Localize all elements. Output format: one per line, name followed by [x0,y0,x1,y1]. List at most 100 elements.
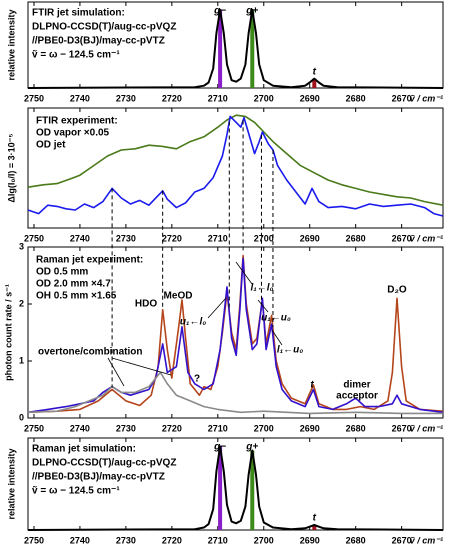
annotation: HDO [135,299,157,310]
x-tick-label: 2670 [392,535,412,545]
x-tick-label: 2700 [254,233,274,243]
plot-frame [27,246,444,419]
x-tick-label: 2750 [24,423,44,433]
title-line: DLPNO-CCSD(T)/aug-cc-pVQZ [32,22,176,33]
stick [312,78,317,88]
title-line: Raman jet simulation: [32,444,136,455]
title-line: DLPNO-CCSD(T)/aug-cc-pVQZ [32,458,176,469]
annotation: acceptor [336,391,378,402]
legend-entry: OD vapor ×0.05 [36,128,110,139]
y-axis-label: relative intensity [6,448,16,519]
x-axis-label: ṽ / cm⁻¹ [410,233,443,243]
pointer [271,329,283,346]
pointer [257,299,269,313]
annotation: u₁←l₀ [180,317,206,328]
annotation: l₁←u₀ [277,345,303,356]
x-tick-label: 2670 [392,93,412,103]
x-tick-label: 2690 [300,535,320,545]
spectrum-line [27,115,444,217]
x-tick-label: 2680 [346,535,366,545]
legend-entry: OH 0.5 mm ×1.65 [36,291,117,302]
legend-title: FTIR experiment: [36,116,118,127]
x-tick-label: 2700 [254,535,274,545]
stick-label: g+ [245,442,258,453]
x-axis-label: ṽ / cm⁻¹ [410,423,443,433]
stick [218,446,223,530]
plot-frame [27,107,444,229]
x-tick-label: 2680 [346,423,366,433]
x-tick-label: 2710 [208,423,228,433]
spectrum-line [27,371,443,415]
x-tick-label: 2720 [162,93,182,103]
pointer [235,261,253,285]
title-line: //PBE0-D3(BJ)/may-cc-pVTZ [32,472,165,483]
x-tick-label: 2750 [24,535,44,545]
x-tick-label: 2720 [162,423,182,433]
x-tick-label: 2730 [116,233,136,243]
x-tick-label: 2710 [208,93,228,103]
stick-label: t [313,66,317,77]
spectrum-line [27,445,444,531]
x-tick-label: 2730 [116,423,136,433]
x-tick-label: 2680 [346,93,366,103]
x-tick-label: 2740 [70,233,90,243]
x-tick-label: 2740 [70,93,90,103]
annotation: ? [194,374,200,385]
legend-entry: OD 2.0 mm ×4.7 [36,279,111,290]
x-tick-label: 2720 [162,535,182,545]
y-tick-label: 1 [19,355,24,365]
title-line: FTIR jet simulation: [32,8,125,19]
x-tick-label: 2710 [208,535,228,545]
x-axis-label: ṽ / cm⁻¹ [410,93,443,103]
x-tick-label: 2710 [208,233,228,243]
y-tick-label: 3 [19,241,24,251]
annotation: dimer [343,380,370,391]
stick-label: t [313,513,317,524]
x-tick-label: 2690 [300,423,320,433]
pointer [207,297,227,319]
legend-title: Raman jet experiment: [36,255,143,266]
title-line: ṽ = ω − 124.5 cm⁻¹ [32,50,120,61]
stick [250,450,255,530]
annotation: t [310,380,314,391]
annotation: u₁←u₀ [261,313,291,324]
x-tick-label: 2750 [24,93,44,103]
y-tick-label: 2 [19,298,24,308]
stick [218,9,223,88]
annotation: l₁←l₀ [250,283,273,294]
annotation: D₂O [387,285,407,296]
plot-frame [27,437,444,531]
x-tick-label: 2680 [346,233,366,243]
x-tick-label: 2690 [300,93,320,103]
spectrum-line [27,114,444,206]
x-tick-label: 2700 [254,93,274,103]
stick [250,9,255,88]
y-axis-label: photon count rate / s⁻¹ [3,284,13,381]
x-tick-label: 2690 [300,233,320,243]
y-axis-label: relative intensity [6,9,16,80]
spectrum-line [27,257,444,414]
x-tick-label: 2730 [116,93,136,103]
annotation: overtone/combination [38,347,142,358]
spectrum-line [27,8,444,89]
pointer [107,357,125,387]
annotation: MeOD [164,291,193,302]
plot-frame [27,1,444,89]
x-tick-label: 2670 [392,233,412,243]
stick [312,524,317,530]
title-line: ṽ = ω − 124.5 cm⁻¹ [32,486,120,497]
x-tick-label: 2730 [116,535,136,545]
x-tick-label: 2700 [254,423,274,433]
legend-entry: OD 0.5 mm [36,267,88,278]
y-tick-label: 0 [19,412,24,422]
title-line: //PBE0-D3(BJ)/may-cc-pVTZ [32,36,165,47]
x-tick-label: 2740 [70,423,90,433]
x-tick-label: 2720 [162,233,182,243]
y-axis-label: Δlg(I₀/I) = 3·10⁻⁵ [6,133,16,202]
x-axis-label: ṽ / cm⁻¹ [410,535,443,545]
legend-entry: OD jet [36,140,66,151]
x-tick-label: 2740 [70,535,90,545]
pointer [111,357,172,376]
x-tick-label: 2670 [392,423,412,433]
